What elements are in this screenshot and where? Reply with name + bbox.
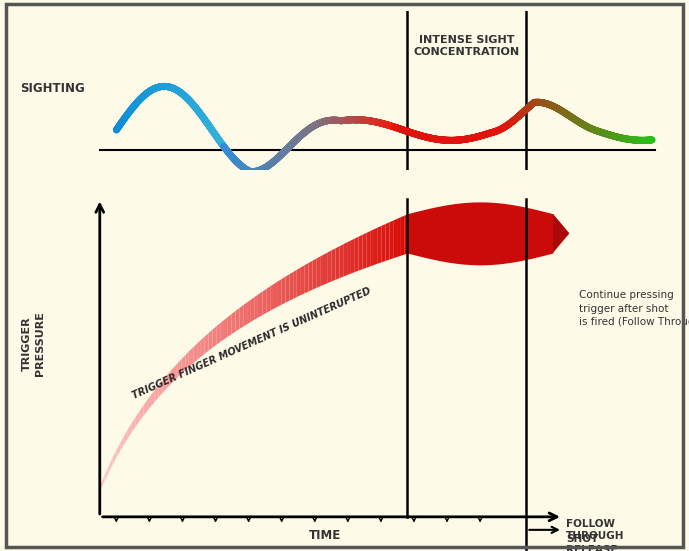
Text: SHOT
RELEASE: SHOT RELEASE	[566, 533, 617, 551]
Text: SIGHTING: SIGHTING	[21, 82, 85, 95]
Text: FOLLOW
THROUGH: FOLLOW THROUGH	[566, 519, 625, 541]
Text: TRIGGER
PRESSURE: TRIGGER PRESSURE	[22, 311, 45, 376]
Text: TRIGGER FINGER MOVEMENT IS UNINTERUPTED: TRIGGER FINGER MOVEMENT IS UNINTERUPTED	[131, 286, 373, 401]
Polygon shape	[553, 214, 569, 253]
Text: TIME: TIME	[309, 529, 341, 542]
Text: Continue pressing
trigger after shot
is fired (Follow Through): Continue pressing trigger after shot is …	[579, 290, 689, 327]
Text: INTENSE SIGHT
CONCENTRATION: INTENSE SIGHT CONCENTRATION	[414, 35, 520, 57]
